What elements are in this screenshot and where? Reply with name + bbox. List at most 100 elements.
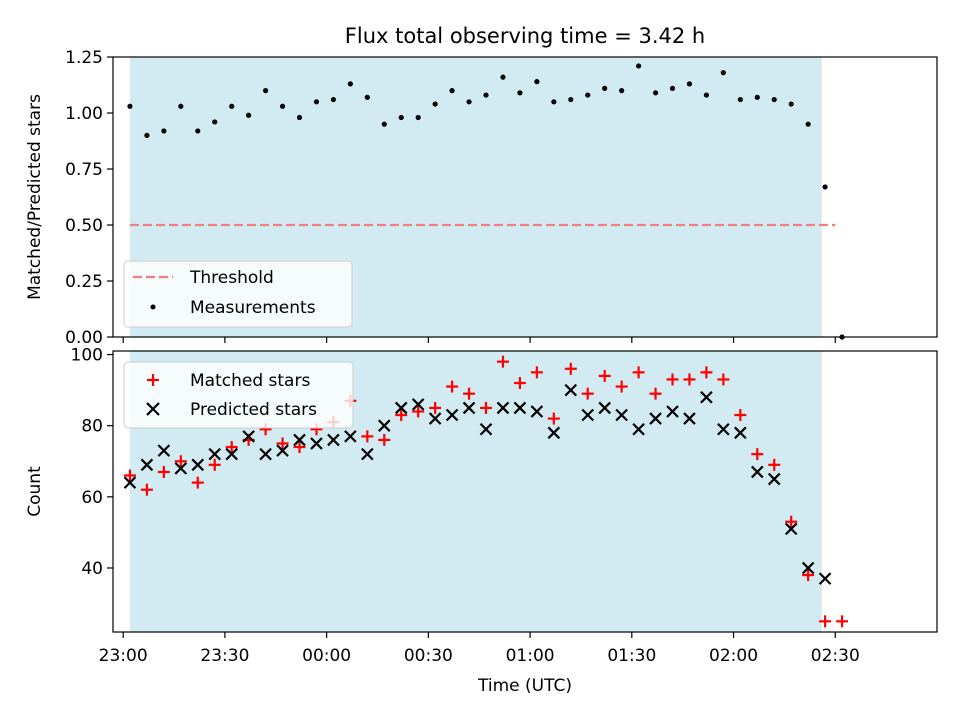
predicted-star-point [259,447,272,461]
measurement-point [466,99,472,105]
y-tick-label: 100 [71,346,103,366]
measurement-point [381,121,387,127]
measurement-point [686,81,693,87]
measurement-point [720,70,726,76]
predicted-star-point [293,433,306,447]
measurement-point [602,85,608,91]
predicted-star-point [734,426,747,440]
y-tick-label: 60 [81,488,103,508]
y-tick-label: 1.00 [65,104,103,124]
matched-star-point [666,373,679,386]
measurement-point [229,103,235,109]
matched-star-point [496,355,509,368]
matched-star-point [615,380,628,393]
x-tick-label: 02:00 [709,646,758,666]
predicted-star-point [717,422,730,436]
matched-star-point [513,377,526,390]
predicted-star-point [666,405,679,418]
x-tick-label: 01:30 [607,646,656,666]
legend-predicted-label: Predicted stars [190,400,317,420]
measurement-point [279,103,286,109]
measurement-point [500,74,506,80]
bottom-y-ticks: 40 60 80 100 [71,346,113,579]
predicted-star-point [445,408,459,422]
measurement-point [483,92,489,98]
matched-star-point [530,366,543,379]
predicted-star-point [598,401,611,415]
y-tick-label: 0.75 [65,160,103,180]
measurement-point [347,81,353,87]
y-tick-label: 40 [81,559,103,579]
top-x-ticks [122,337,836,343]
chart-title: Flux total observing time = 3.42 h [345,24,705,48]
predicted-star-point [225,447,238,461]
matched-star-point [378,433,391,446]
measurement-point [161,128,167,134]
predicted-star-point [174,462,188,475]
measurement-point [144,132,150,138]
matched-star-point [140,483,153,496]
measurement-point [313,99,320,105]
predicted-star-point [242,430,255,443]
predicted-star-point [377,419,391,432]
top-y-ticks: 0.00 0.25 0.50 0.75 1.00 1.25 [65,48,113,348]
y-tick-label: 0.25 [65,272,103,292]
y-tick-label: 0.50 [65,216,103,236]
top-y-axis-label: Matched/Predicted stars [25,94,45,300]
measurement-point [805,121,811,127]
predicted-star-point [208,447,222,461]
bottom-axes-frame [112,350,938,633]
predicted-star-point [547,426,561,440]
measurement-point [178,103,184,109]
predicted-star-point [581,408,595,422]
predicted-star-point [428,412,442,425]
matched-star-point [785,515,798,528]
measurement-point [330,96,337,103]
matched-star-point [632,366,645,379]
bottom-x-ticks: 23:00 23:30 00:00 00:30 01:00 01:30 02:00 02:30 [99,632,860,666]
predicted-star-point [683,412,696,425]
measurement-point [246,112,252,118]
matched-star-point [802,569,815,582]
x-tick-label: 01:00 [506,646,555,666]
matched-star-point [123,469,136,482]
measurement-point [788,101,794,107]
measurement-point [568,96,574,103]
measurement-point [262,88,269,94]
predicted-star-point [530,405,544,418]
top-axes: Flux total observing time = 3.42 h 0.000… [25,24,938,348]
measurement-point [398,114,404,121]
legend-matched-swatch [147,374,159,386]
measurement-point [296,114,303,121]
legend-threshold-label: Threshold [189,268,274,288]
measurement-point [771,96,777,103]
bottom-legend: Matched stars Predicted stars [123,361,354,429]
x-tick-label: 02:30 [811,646,860,666]
measurement-point [822,184,828,190]
matched-star-point [157,465,170,478]
top-axes-frame [112,56,938,338]
x-axis-label: Time (UTC) [477,676,572,696]
predicted-star-point [191,458,205,472]
measurement-point [652,90,659,96]
measurement-point [737,96,743,103]
predicted-star-point [344,430,357,443]
matched-star-point [395,409,408,422]
x-tick-label: 00:00 [302,646,351,666]
matched-star-point [225,441,238,454]
measurement-point [551,99,557,105]
predicted-star-point [632,422,645,436]
predicted-star-point [327,433,340,447]
matched-star-point [751,448,764,461]
matched-star-point [463,387,476,400]
measurement-point [212,119,218,125]
measurement-point [534,79,540,85]
measurement-point [449,88,455,94]
predicted-star-point [123,476,137,489]
legend-measurements-label: Measurements [190,298,316,318]
matched-star-point [700,366,713,379]
matched-star-point [819,615,832,628]
predicted-star-point [310,437,323,450]
matched-star-point [429,401,442,414]
x-tick-label: 00:30 [404,646,453,666]
